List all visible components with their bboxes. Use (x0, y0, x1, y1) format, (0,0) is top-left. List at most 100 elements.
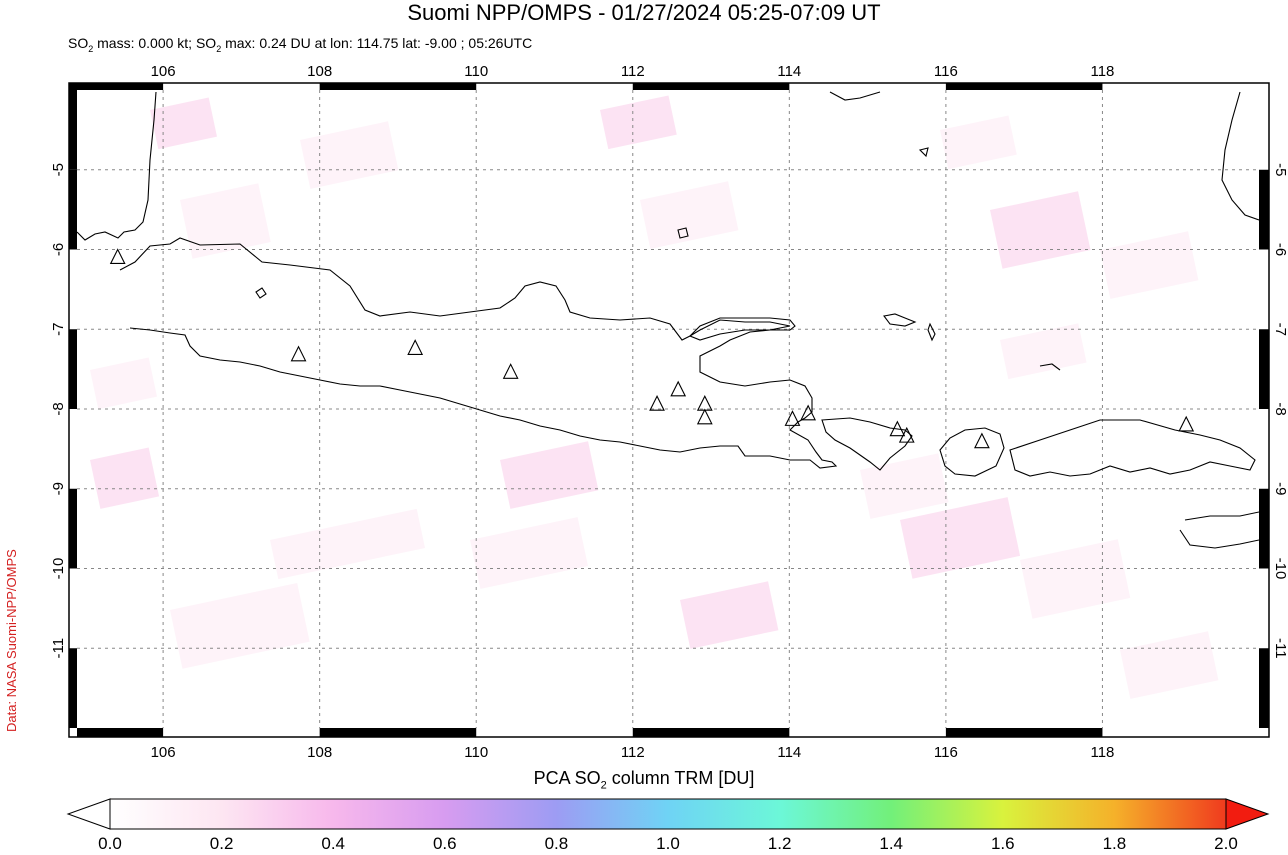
volcano-marker (784, 410, 801, 426)
colorbar-tick-label: 1.8 (1102, 834, 1127, 853)
lon-tick-label-bottom: 112 (621, 744, 645, 760)
frame-tick-bar (945, 728, 1103, 737)
frame-tick-bar (632, 728, 790, 737)
so2-pixel (680, 581, 779, 649)
lat-tick-label-right: -6 (1272, 243, 1288, 256)
lon-tick-label-top: 116 (934, 63, 958, 80)
lon-tick-label-bottom: 114 (777, 744, 801, 760)
so2-pixel (859, 453, 949, 519)
colorbar-tick-label: 1.4 (879, 834, 904, 853)
volcano-marker (290, 345, 307, 362)
frame-tick-bar (69, 648, 77, 728)
volcano-marker (889, 420, 906, 437)
colorbar-tick-label: 0.4 (321, 834, 346, 853)
frame-tick-bar (1259, 169, 1269, 250)
volcano-marker (502, 363, 519, 379)
lon-tick-label-top: 114 (777, 63, 801, 80)
frame-tick-bar (945, 83, 1103, 90)
lombok-coast (939, 427, 1005, 477)
so2-pixel (1100, 231, 1199, 299)
volcano-marker (800, 404, 817, 421)
lat-tick-label-right: -11 (1272, 638, 1288, 659)
lat-tick-label-right: -9 (1272, 482, 1288, 495)
lat-tick-label-left: -9 (50, 482, 67, 495)
colorbar (66, 798, 1270, 830)
colorbar-tick-label: 1.6 (990, 834, 1015, 853)
so2-pixel (179, 183, 271, 259)
bali-coast (821, 417, 913, 471)
colorbar-gradient (109, 798, 1227, 830)
islet-bawean (883, 313, 917, 327)
colorbar-tick-label: 0.8 (544, 834, 569, 853)
so2-pixel (90, 357, 158, 410)
volcano-marker (898, 426, 915, 443)
coastlines (77, 91, 1259, 549)
java-coast (119, 237, 838, 469)
so2-pixel (270, 508, 426, 580)
colorbar-tick-label: 2.0 (1214, 834, 1238, 853)
so2-pixel (470, 517, 588, 589)
lat-tick-label-right: -5 (1272, 163, 1288, 176)
volcano-marker (696, 408, 713, 425)
sumbawa-coast (1009, 419, 1256, 477)
frame-tick-bar (1259, 648, 1269, 728)
lon-tick-label-top: 106 (151, 63, 176, 80)
madura-coast (689, 317, 796, 341)
lon-tick-label-top: 112 (621, 63, 645, 80)
colorbar-tick-label: 0.0 (98, 834, 122, 853)
islet-small-1 (918, 147, 929, 158)
lon-tick-label-bottom: 106 (151, 744, 176, 760)
lon-tick-label-bottom: 108 (307, 744, 332, 760)
islet-seribu (255, 287, 267, 299)
so2-pixel (899, 497, 1021, 579)
subtitle: SO2 mass: 0.000 kt; SO2 max: 0.24 DU at … (68, 35, 533, 54)
frame-tick-bar (632, 83, 790, 90)
grid-lines (77, 90, 1259, 728)
volcano-marker (1178, 415, 1195, 432)
kalimantan-coast (829, 91, 881, 101)
so2-pixel (170, 582, 310, 669)
sumatra-coast (77, 91, 157, 241)
volcano-marker (407, 339, 424, 355)
volcano-marker (109, 248, 126, 265)
colorbar-tick-label: 0.6 (432, 834, 457, 853)
colorbar-tick-label: 1.2 (767, 834, 792, 853)
volcano-marker (974, 432, 990, 449)
colorbar-title: PCA SO2 column TRM [DU] (533, 768, 755, 792)
sumba-coast-2 (1179, 529, 1259, 549)
frame-tick-bar (69, 488, 77, 569)
lon-tick-label-top: 110 (464, 63, 488, 80)
so2-pixel (1120, 631, 1219, 699)
volcano-marker (670, 380, 687, 397)
lon-tick-label-bottom: 110 (464, 744, 488, 760)
so2-pixel (640, 181, 739, 249)
frame-tick-bar (69, 169, 77, 250)
so2-pixel (90, 447, 160, 509)
colorbar-tick-label: 0.2 (209, 834, 234, 853)
so2-pixel (939, 115, 1017, 170)
lat-tick-label-right: -8 (1272, 402, 1288, 415)
so2-pixel (150, 97, 218, 150)
so2-pixel (599, 95, 677, 150)
islet-kangean (927, 322, 936, 342)
map-panel: 106 106 108 108 110 110 112 112 114 114 116 116 118 1… (50, 63, 1288, 760)
lat-tick-label-left: -8 (50, 402, 67, 415)
islet-karimunjawa (677, 227, 689, 239)
frame-tick-bar (1259, 329, 1269, 409)
frame-tick-bar (319, 83, 477, 90)
lat-tick-label-left: -10 (50, 558, 67, 580)
lat-tick-label-left: -6 (50, 243, 67, 256)
chart-title: Suomi NPP/OMPS - 01/27/2024 05:25-07:09 … (407, 0, 881, 25)
lon-tick-label-bottom: 116 (934, 744, 958, 760)
frame-tick-bar (77, 728, 164, 737)
lat-tick-label-right: -10 (1272, 558, 1288, 580)
lat-tick-label-left: -7 (50, 323, 67, 336)
colorbar-under-arrow (66, 798, 111, 830)
frame-tick-bar (1259, 488, 1269, 569)
frame-tick-bar (69, 83, 77, 170)
so2-pixel (1000, 323, 1087, 380)
lon-tick-label-bottom: 118 (1090, 744, 1114, 760)
so2-pixel (499, 441, 599, 509)
kalimantan-east-coast (1221, 91, 1259, 221)
lat-tick-label-right: -7 (1272, 323, 1288, 336)
